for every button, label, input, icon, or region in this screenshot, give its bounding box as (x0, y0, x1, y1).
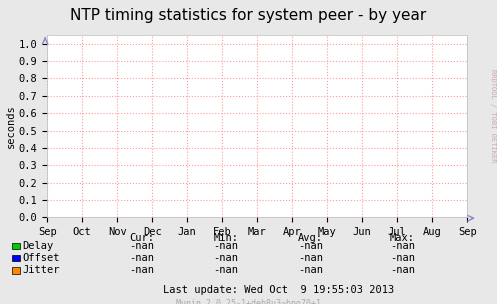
Text: -nan: -nan (298, 241, 323, 251)
Text: Last update: Wed Oct  9 19:55:03 2013: Last update: Wed Oct 9 19:55:03 2013 (163, 285, 394, 295)
Y-axis label: seconds: seconds (6, 104, 16, 148)
Text: -nan: -nan (129, 253, 154, 263)
Text: -nan: -nan (129, 265, 154, 275)
Text: Avg:: Avg: (298, 233, 323, 243)
Text: RRDTOOL / TOBI OETIKER: RRDTOOL / TOBI OETIKER (490, 69, 496, 162)
Text: -nan: -nan (214, 253, 239, 263)
Text: Max:: Max: (390, 233, 415, 243)
Text: Delay: Delay (22, 241, 54, 251)
Text: NTP timing statistics for system peer - by year: NTP timing statistics for system peer - … (71, 8, 426, 22)
Text: Cur:: Cur: (129, 233, 154, 243)
Text: Offset: Offset (22, 253, 60, 263)
Text: -nan: -nan (214, 241, 239, 251)
Text: -nan: -nan (129, 241, 154, 251)
Text: -nan: -nan (298, 265, 323, 275)
Text: -nan: -nan (214, 265, 239, 275)
Text: Munin 2.0.25-1+deb8u3~bpo70+1: Munin 2.0.25-1+deb8u3~bpo70+1 (176, 299, 321, 304)
Text: Jitter: Jitter (22, 265, 60, 275)
Text: -nan: -nan (390, 241, 415, 251)
Text: -nan: -nan (390, 253, 415, 263)
Text: -nan: -nan (298, 253, 323, 263)
Text: -nan: -nan (390, 265, 415, 275)
Text: Min:: Min: (214, 233, 239, 243)
